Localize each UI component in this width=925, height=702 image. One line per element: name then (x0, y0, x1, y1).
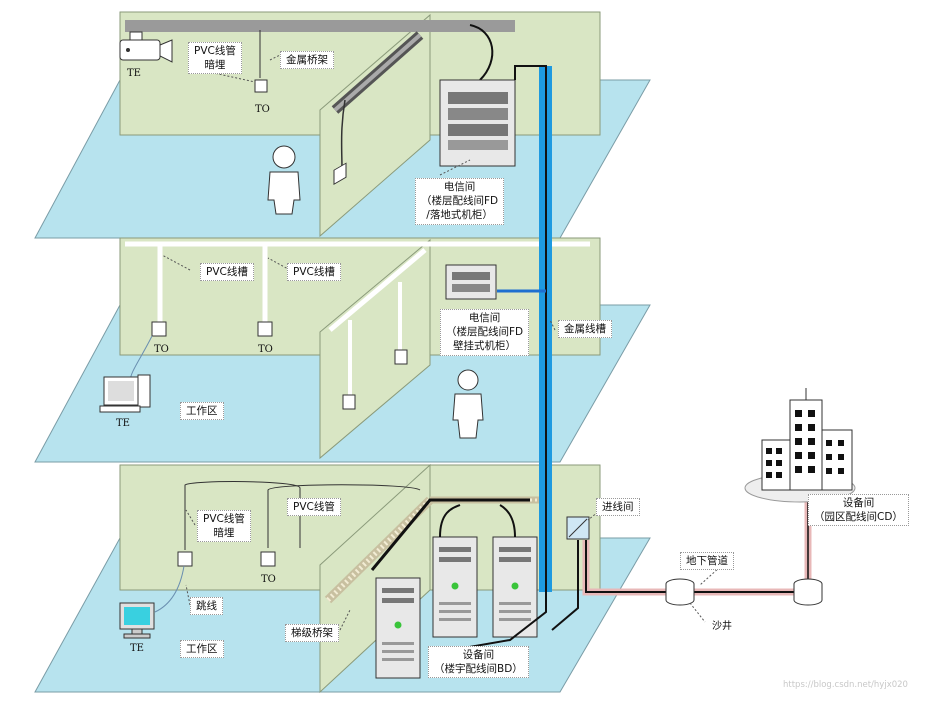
manhole-label: 沙井 (712, 621, 732, 632)
metal-trough-label: 金属线槽 (558, 320, 612, 339)
floor1-pvc-conduit-concealed-label: PVC线管 暗埋 (197, 510, 251, 543)
floor3-telecom-line3: /落地式机柜） (426, 209, 493, 222)
floor1-pvc-conduit-line2: 暗埋 (213, 527, 235, 540)
floor2-pvc-trough-label-1: PVC线槽 (200, 263, 254, 282)
server-icon (432, 536, 478, 638)
person-icon (267, 145, 301, 215)
wall-mounted-cabinet-icon (445, 264, 497, 300)
floor2-telecom-line1: 电信间 (468, 312, 501, 324)
ladder-tray-rungs (326, 498, 432, 602)
campus-equipment-line1: 设备间 (842, 497, 875, 509)
floor2-telecom-room-label: 电信间 （楼层配线间FD 壁挂式机柜） (440, 309, 530, 356)
backbone-cable-riser (514, 65, 547, 580)
floor3-telecom-room-label: 电信间 （楼层配线间FD /落地式机柜） (415, 178, 505, 225)
metal-tray-diagonal-inner (333, 33, 422, 112)
floor3-pvc-conduit-line1: PVC线管 (194, 45, 236, 57)
floor1-pvc-conduit-a (184, 481, 301, 550)
server-cable-a (439, 504, 461, 538)
floor2-work-area-label: 工作区 (180, 402, 224, 421)
floor1-patch-cord (154, 565, 185, 613)
entrance-box-icon (566, 516, 590, 540)
floor1-work-area-label: 工作区 (180, 640, 224, 659)
equipment-room-bd-label: 设备间 （楼宇配线间BD） (428, 646, 529, 679)
floor2-outlet-partition-a (342, 394, 356, 410)
server-icon (375, 577, 421, 679)
floor2-to-outlet-1 (151, 321, 167, 337)
floor1-pvc-conduit-b (267, 484, 421, 548)
floor2-telecom-line3: 壁挂式机柜） (453, 340, 517, 353)
underground-cable (585, 540, 800, 593)
floor3-cable-tray-drop (340, 99, 346, 171)
floor-standing-cabinet-icon (439, 79, 516, 167)
floor3-to-label: TO (255, 104, 270, 115)
campus-building-icon (744, 388, 856, 503)
floor-1 (34, 463, 651, 694)
floor1-te-label: TE (130, 643, 144, 654)
campus-equipment-room-label: 设备间 （园区配线间CD） (808, 494, 909, 527)
watermark: https://blog.csdn.net/hyjx020 (783, 680, 908, 690)
manhole-icon (665, 578, 695, 606)
entrance-room-label: 进线间 (596, 498, 640, 517)
floor2-pvc-trough-label-2: PVC线槽 (287, 263, 341, 282)
floor3-partition-wall (319, 13, 431, 238)
manhole-leader (689, 602, 706, 623)
floor2-telecom-line2: （楼层配线间FD (446, 326, 524, 339)
floor-3 (34, 11, 651, 239)
floor1-backbone-cable (370, 498, 530, 571)
floor2-to-label-2: TO (258, 344, 273, 355)
floor1-pvc-conduit-line1: PVC线管 (203, 513, 245, 525)
computer-icon (99, 374, 151, 413)
server-icon (492, 536, 538, 638)
underground-duct-label: 地下管道 (680, 552, 734, 571)
floor3-to-outlet (254, 79, 268, 93)
floor2-to-label-1: TO (154, 344, 169, 355)
floor1-pvc-conduit-label: PVC线管 (287, 498, 341, 517)
floor2-pvc-trough-diagonal (328, 248, 427, 332)
floor3-metal-tray-label: 金属桥架 (280, 51, 334, 70)
patch-cord-label: 跳线 (190, 597, 223, 616)
floor3-cable-to-rack (469, 24, 494, 81)
floor2-outlet-partition-b (394, 349, 408, 365)
server-cable-b (499, 504, 516, 538)
campus-equipment-line2: （园区配线间CD） (814, 511, 903, 524)
manhole-icon (793, 578, 823, 606)
floor3-te-label: TE (127, 68, 141, 79)
floor1-to-outlet-2 (260, 551, 276, 567)
floor3-wall-outlet-partition (333, 162, 347, 185)
floor1-to-label: TO (261, 574, 276, 585)
person-icon (452, 369, 484, 439)
floor3-pvc-conduit-label: PVC线管 暗埋 (188, 42, 242, 75)
floor1-to-outlet-1 (177, 551, 193, 567)
floor2-te-label: TE (116, 418, 130, 429)
floor2-to-outlet-2 (257, 321, 273, 337)
metal-cable-tray (125, 20, 515, 32)
equipment-room-bd-line2: （楼宇配线间BD） (434, 663, 523, 676)
entrance-cable-down (551, 540, 579, 631)
riser-to-equipment-room (451, 570, 547, 651)
ladder-tray-label: 梯级桥架 (285, 624, 339, 643)
camera-icon (119, 31, 173, 63)
equipment-room-bd-line1: 设备间 (462, 649, 495, 661)
floor3-pvc-conduit-line2: 暗埋 (204, 59, 226, 72)
floor3-telecom-line1: 电信间 (443, 181, 476, 193)
floor3-telecom-line2: （楼层配线间FD (421, 195, 499, 208)
monitor-icon (119, 602, 155, 639)
